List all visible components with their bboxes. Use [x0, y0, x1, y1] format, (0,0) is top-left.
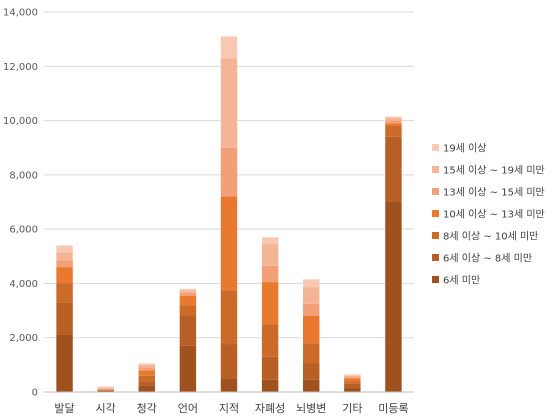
legend-swatch: [432, 166, 439, 173]
bar-segment-2-6: [97, 387, 114, 389]
legend-label: 8세 이상 ~ 10세 미만: [443, 231, 538, 243]
bar-segment-9-4: [385, 123, 402, 126]
x-category-label: 발달: [54, 402, 74, 415]
bar-segment-9-6: [385, 117, 402, 121]
legend-label: 6세 이상 ~ 8세 미만: [443, 253, 532, 265]
bar-segment-8-7: [344, 374, 361, 376]
bar-segment-9-1: [385, 202, 402, 392]
bar-segment-3-6: [138, 364, 155, 368]
bar-segment-6-1: [261, 379, 279, 392]
legend-swatch: [432, 144, 439, 151]
bar-segment-4-6: [179, 290, 197, 293]
bar-segment-3-4: [138, 370, 155, 376]
bar-segment-7-4: [303, 316, 320, 344]
bar-segment-2-7: [97, 386, 114, 388]
bar-segment-5-5: [220, 147, 238, 197]
y-tick-label: 14,000: [3, 8, 38, 19]
legend-swatch: [432, 188, 439, 195]
x-category-label: 청각: [137, 402, 157, 415]
legend-swatch: [432, 276, 439, 283]
bar-segment-7-5: [303, 303, 320, 316]
legend-swatch: [432, 232, 439, 239]
bar-segment-4-4: [179, 295, 197, 306]
x-category-label: 기타: [342, 402, 362, 415]
bar-segment-9-3: [385, 126, 402, 137]
bar-segment-4-2: [179, 316, 197, 346]
bar-segment-1-2: [56, 302, 73, 335]
bar-segment-5-3: [220, 290, 238, 345]
bar-segment-3-2: [138, 381, 155, 386]
bar-segment-7-7: [303, 279, 320, 288]
y-tick-label: 6,000: [9, 225, 38, 236]
legend-swatch: [432, 254, 439, 261]
bar-segment-1-5: [56, 260, 73, 268]
legend-label: 6세 미만: [443, 275, 480, 287]
bar-segment-8-6: [344, 375, 361, 378]
bar-segment-4-3: [179, 305, 197, 316]
y-tick-label: 4,000: [9, 279, 38, 290]
y-tick-label: 12,000: [3, 62, 38, 73]
bar-segment-7-1: [303, 379, 320, 392]
bar-segment-7-2: [303, 363, 320, 380]
bar-segment-5-4: [220, 196, 238, 291]
bar-segment-9-2: [385, 136, 402, 202]
legend-swatch: [432, 210, 439, 217]
bar-segment-1-4: [56, 267, 73, 284]
bar-segment-8-2: [344, 383, 361, 388]
bar-segment-2-2: [97, 390, 114, 391]
bar-segment-9-7: [385, 116, 402, 118]
bar-segment-3-1: [138, 385, 155, 392]
y-tick-label: 2,000: [9, 333, 38, 344]
bar-segment-8-3: [344, 381, 361, 384]
bar-segment-9-5: [385, 120, 402, 124]
legend-label: 10세 이상 ~ 13세 미만: [443, 209, 545, 221]
y-tick-label: 0: [32, 388, 38, 399]
legend-label: 15세 이상 ~ 19세 미만: [443, 165, 545, 177]
bar-segment-6-5: [261, 265, 279, 283]
bar-segment-5-2: [220, 344, 238, 379]
legend-label: 19세 이상: [443, 143, 487, 155]
bar-segment-6-3: [261, 324, 279, 357]
legend-label: 13세 이상 ~ 15세 미만: [443, 187, 545, 199]
bar-segment-2-4: [97, 389, 114, 390]
bar-segment-4-5: [179, 292, 197, 296]
bar-segment-2-1: [97, 390, 114, 392]
bar-segment-8-1: [344, 387, 361, 392]
x-category-label: 언어: [178, 402, 198, 415]
bar-segment-5-6: [220, 58, 238, 148]
x-axis-category-labels: 발달 시각 청각 언어 지적 자폐성 뇌병변 기타 미등록: [54, 402, 408, 415]
bar-segment-6-4: [261, 282, 279, 325]
bar-segment-3-7: [138, 363, 155, 365]
bar-segment-4-1: [179, 345, 197, 392]
bar-segment-6-7: [261, 237, 279, 245]
bar-segment-4-7: [179, 288, 197, 291]
bar-segment-1-7: [56, 245, 73, 253]
bar-segment-1-3: [56, 283, 73, 303]
x-category-label: 시각: [96, 402, 116, 415]
bar-segment-7-3: [303, 343, 320, 364]
x-category-label: 미등록: [378, 402, 408, 415]
bar-segment-1-6: [56, 252, 73, 261]
y-axis-tick-labels: 0 2,000 4,000 6,000 8,000 10,000 12,000 14,000: [3, 8, 38, 399]
x-category-label: 자폐성: [255, 402, 285, 415]
y-tick-label: 10,000: [3, 116, 38, 127]
x-category-label: 뇌병변: [296, 402, 326, 415]
bar-segment-5-1: [220, 378, 238, 392]
bars: [56, 36, 402, 392]
bar-segment-7-6: [303, 287, 320, 304]
x-category-label: 지적: [219, 402, 239, 415]
bar-segment-3-5: [138, 367, 155, 371]
bar-segment-8-4: [344, 378, 361, 382]
bar-segment-6-2: [261, 356, 279, 380]
bar-segment-2-3: [97, 389, 114, 391]
bar-segment-5-7: [220, 36, 238, 59]
bar-segment-2-5: [97, 388, 114, 390]
bar-segment-6-6: [261, 244, 279, 266]
bar-segment-1-1: [56, 335, 73, 392]
bar-segment-8-5: [344, 377, 361, 379]
y-tick-label: 8,000: [9, 170, 38, 181]
legend: 19세 이상 15세 이상 ~ 19세 미만 13세 이상 ~ 15세 미만 10세 …: [432, 143, 545, 287]
bar-segment-3-3: [138, 375, 155, 382]
